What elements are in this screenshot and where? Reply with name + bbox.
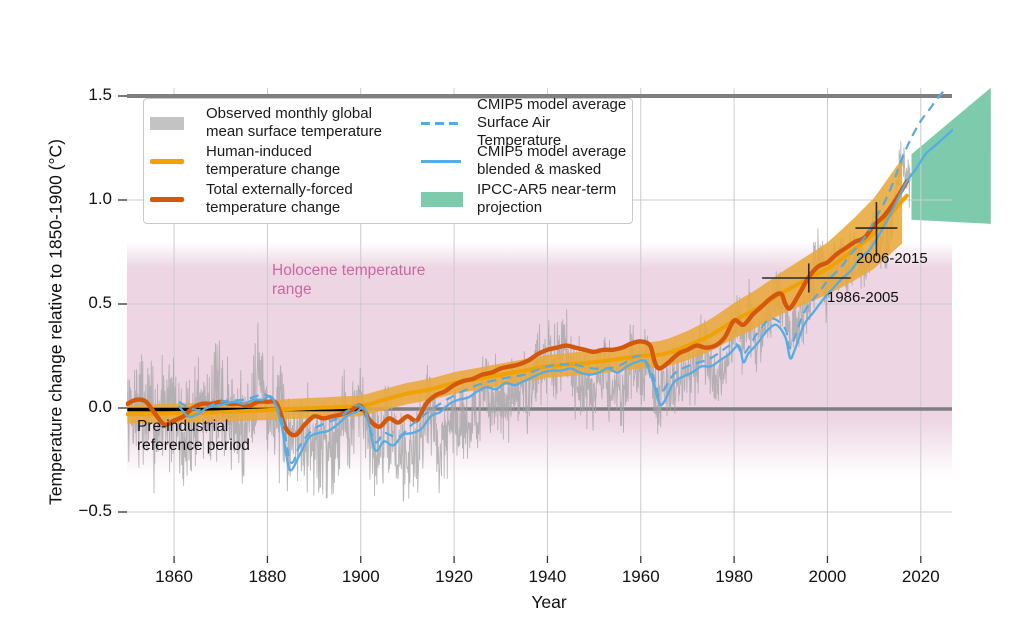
human-induced-swatch-icon xyxy=(150,158,192,164)
x-tick-label: 1860 xyxy=(155,567,193,586)
total-forced-swatch-icon xyxy=(150,196,192,202)
cmip5-sat-swatch-icon xyxy=(421,121,463,125)
legend-label-cmip5-blended: CMIP5 model average blended & masked xyxy=(477,142,627,178)
legend-column-right: CMIP5 model average Surface Air Temperat… xyxy=(421,96,632,218)
x-tick-label: 1900 xyxy=(341,567,380,586)
legend-label-observed: Observed monthly global mean surface tem… xyxy=(206,104,382,140)
legend-label-projection: IPCC-AR5 near-term projection xyxy=(477,180,617,216)
y-tick-label: 0.0 xyxy=(88,397,112,416)
legend-column-left: Observed monthly global mean surface tem… xyxy=(150,104,382,218)
legend-item-projection: IPCC-AR5 near-term projection xyxy=(421,180,632,218)
observed-swatch-icon xyxy=(150,116,192,130)
legend-item-observed: Observed monthly global mean surface tem… xyxy=(150,104,382,142)
x-tick-label: 1980 xyxy=(715,567,754,586)
x-tick-label: 1920 xyxy=(435,567,473,586)
x-tick-label: 1940 xyxy=(528,567,567,586)
cmip5-blended-swatch-icon xyxy=(421,159,463,163)
y-tick-label: 1.0 xyxy=(88,189,112,208)
x-tick-label: 1960 xyxy=(621,567,660,586)
projection-swatch-icon xyxy=(421,191,463,207)
period-2006-2015-label: 2006-2015 xyxy=(856,250,928,267)
legend-label-human-induced: Human-induced temperature change xyxy=(206,142,341,178)
legend-item-total-forced: Total externally-forced temperature chan… xyxy=(150,180,382,218)
legend-label-cmip5-sat: CMIP5 model average Surface Air Temperat… xyxy=(477,95,627,150)
legend-item-cmip5-blended: CMIP5 model average blended & masked xyxy=(421,142,632,180)
preindustrial-label: Pre-industrial reference period xyxy=(137,418,250,455)
y-tick-label: 0.5 xyxy=(88,293,112,312)
x-tick-label: 2000 xyxy=(808,567,847,586)
x-axis-title: Year xyxy=(531,592,567,612)
y-tick-label: 1.5 xyxy=(88,85,112,104)
x-tick-label: 1880 xyxy=(248,567,287,586)
legend: Observed monthly global mean surface tem… xyxy=(143,96,633,224)
y-tick-label: −0.5 xyxy=(78,501,112,520)
legend-item-human-induced: Human-induced temperature change xyxy=(150,142,382,180)
period-1986-2005-label: 1986-2005 xyxy=(827,289,899,306)
x-tick-label: 2020 xyxy=(901,567,940,586)
legend-label-total-forced: Total externally-forced temperature chan… xyxy=(206,180,353,216)
holocene-range-label: Holocene temperature range xyxy=(272,262,426,299)
legend-item-cmip5-sat: CMIP5 model average Surface Air Temperat… xyxy=(421,96,632,149)
